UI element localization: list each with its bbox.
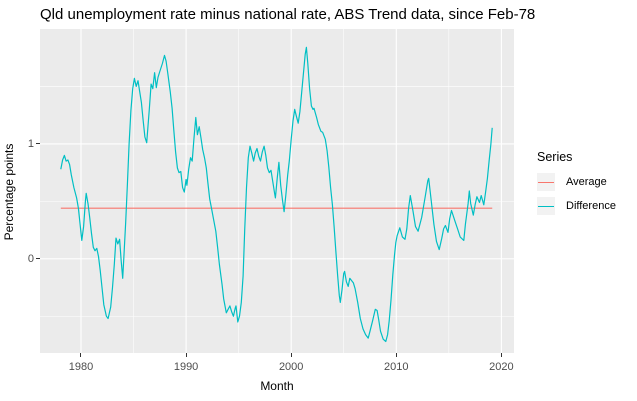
x-tick-mark	[395, 353, 397, 357]
legend-label-average: Average	[566, 176, 607, 188]
legend: Series Average Difference	[537, 150, 616, 221]
legend-label-difference: Difference	[566, 200, 616, 212]
x-tick-mark	[290, 353, 292, 357]
x-axis-title: Month	[260, 379, 294, 393]
legend-title: Series	[537, 150, 573, 164]
x-tick-label: 1980	[68, 361, 94, 373]
x-tick-label: 2010	[384, 361, 409, 373]
plot-title: Qld unemployment rate minus national rat…	[40, 6, 536, 23]
difference-line-swatch-icon	[538, 205, 554, 207]
x-tick-mark	[185, 353, 187, 357]
x-tick-label: 1990	[173, 361, 199, 373]
plot-panel	[40, 29, 514, 353]
y-tick-label: 1	[27, 137, 34, 150]
x-tick-label: 2020	[489, 361, 514, 373]
chart-canvas	[40, 29, 514, 353]
legend-key-average	[537, 173, 555, 191]
legend-key-difference	[537, 197, 555, 215]
average-line-swatch-icon	[538, 181, 554, 183]
legend-item-difference: Difference	[537, 197, 616, 215]
series-line-difference	[60, 46, 493, 343]
x-tick-mark	[80, 353, 82, 357]
y-tick-label: 0	[27, 252, 34, 265]
legend-item-average: Average	[537, 173, 616, 191]
y-tick-mark	[36, 143, 40, 145]
x-tick-label: 2000	[278, 361, 304, 373]
x-tick-mark	[500, 353, 502, 357]
y-tick-mark	[36, 258, 40, 260]
y-axis-title: Percentage points	[2, 143, 16, 241]
